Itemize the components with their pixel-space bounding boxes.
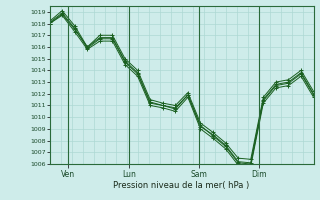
X-axis label: Pression niveau de la mer( hPa ): Pression niveau de la mer( hPa ) xyxy=(114,181,250,190)
